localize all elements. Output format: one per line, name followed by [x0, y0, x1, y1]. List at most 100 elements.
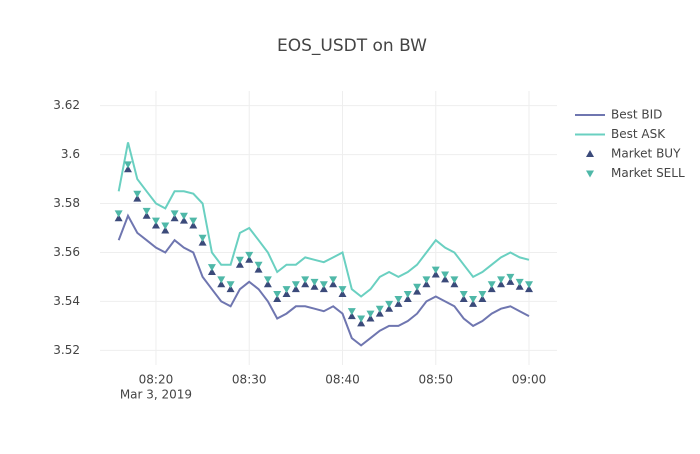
trade-marker	[217, 276, 226, 284]
trade-marker	[142, 211, 151, 219]
trade-marker	[291, 281, 300, 289]
trade-marker	[478, 294, 487, 302]
grid	[100, 91, 557, 365]
y-tick-label: 3.52	[53, 343, 80, 357]
trade-marker	[459, 291, 468, 299]
trade-marker	[357, 315, 366, 323]
trade-marker	[114, 210, 123, 218]
trade-marker	[366, 310, 375, 318]
trade-marker	[329, 280, 338, 288]
trade-marker	[385, 304, 394, 312]
trade-marker	[198, 238, 207, 246]
legend-label: Best BID	[611, 108, 662, 122]
y-tick-label: 3.58	[53, 196, 80, 210]
y-tick-label: 3.62	[53, 98, 80, 112]
trade-marker	[515, 282, 524, 290]
trade-marker	[151, 217, 160, 225]
trade-marker	[310, 282, 319, 290]
trade-marker	[487, 281, 496, 289]
trade-marker	[133, 190, 142, 198]
trade-marker	[525, 285, 534, 293]
trade-marker	[515, 278, 524, 286]
trade-marker	[123, 165, 132, 173]
trade-marker	[310, 278, 319, 286]
trade-marker	[506, 277, 515, 285]
trade-marker	[301, 280, 310, 288]
legend-label: Market BUY	[611, 147, 681, 161]
trade-marker	[385, 300, 394, 308]
trade-marker	[170, 214, 179, 222]
legend-swatch	[586, 170, 594, 178]
trade-marker	[245, 255, 254, 263]
y-tick-label: 3.54	[53, 294, 80, 308]
trade-marker	[413, 283, 422, 291]
trade-marker	[254, 265, 263, 273]
trade-marker	[375, 309, 384, 317]
trade-marker	[114, 214, 123, 222]
trade-marker	[506, 273, 515, 281]
series-line	[117, 142, 530, 298]
trade-marker	[226, 285, 235, 293]
trade-marker	[450, 276, 459, 284]
trade-marker	[170, 210, 179, 218]
trade-marker	[375, 305, 384, 313]
x-tick-label: 09:00	[512, 373, 547, 387]
trade-marker	[338, 290, 347, 298]
trade-marker	[431, 266, 440, 274]
trade-marker	[179, 216, 188, 224]
trade-marker	[347, 312, 356, 320]
trade-marker	[422, 276, 431, 284]
x-tick-label: 08:50	[418, 373, 453, 387]
trade-marker	[403, 294, 412, 302]
legend-label: Best ASK	[611, 127, 666, 141]
trade-marker	[254, 261, 263, 269]
trade-marker	[487, 285, 496, 293]
trade-marker	[431, 270, 440, 278]
trade-marker	[347, 308, 356, 316]
trade-marker	[338, 286, 347, 294]
trade-marker	[179, 212, 188, 220]
trade-marker	[282, 290, 291, 298]
y-tick-label: 3.56	[53, 245, 80, 259]
trade-marker	[403, 291, 412, 299]
trade-marker	[207, 264, 216, 272]
trade-marker	[273, 294, 282, 302]
trade-marker	[413, 287, 422, 295]
trade-marker	[161, 226, 170, 234]
trade-marker	[422, 280, 431, 288]
trade-marker	[497, 276, 506, 284]
x-date-label: Mar 3, 2019	[120, 388, 192, 402]
trade-marker	[198, 234, 207, 242]
trade-marker	[189, 221, 198, 229]
trade-marker	[263, 276, 272, 284]
trade-marker	[235, 256, 244, 264]
trade-marker	[319, 285, 328, 293]
trade-marker	[273, 291, 282, 299]
trade-marker	[245, 251, 254, 259]
trade-marker	[263, 280, 272, 288]
trade-marker	[441, 271, 450, 279]
trade-marker	[226, 281, 235, 289]
x-tick-label: 08:40	[325, 373, 360, 387]
trade-marker	[189, 217, 198, 225]
trade-marker	[469, 295, 478, 303]
trade-marker	[151, 221, 160, 229]
trade-marker	[161, 222, 170, 230]
x-tick-label: 08:30	[232, 373, 267, 387]
trade-marker	[497, 280, 506, 288]
trade-marker	[357, 319, 366, 327]
trade-marker	[291, 285, 300, 293]
trade-marker	[207, 268, 216, 276]
trade-marker	[235, 260, 244, 268]
trade-marker	[459, 294, 468, 302]
trade-marker	[319, 281, 328, 289]
y-tick-label: 3.6	[61, 147, 80, 161]
trade-marker	[450, 280, 459, 288]
x-tick-label: 08:20	[139, 373, 174, 387]
trade-marker	[441, 275, 450, 283]
trade-marker	[525, 281, 534, 289]
trade-marker	[301, 276, 310, 284]
trade-marker	[282, 286, 291, 294]
chart-title: EOS_USDT on BW	[277, 36, 427, 56]
